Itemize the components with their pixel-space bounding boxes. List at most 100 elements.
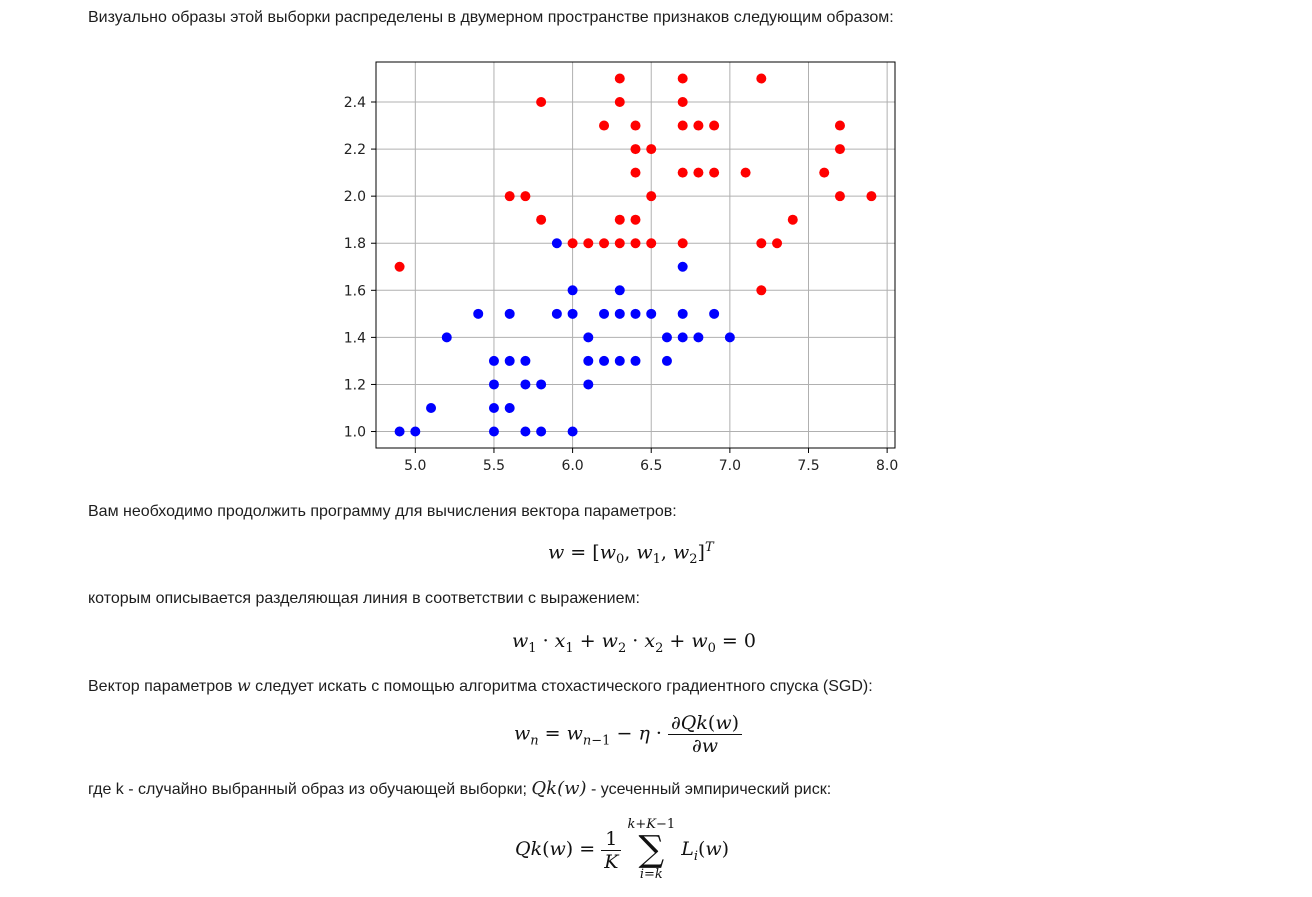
data-point xyxy=(693,167,704,178)
x-tick-label: 7.0 xyxy=(719,458,741,474)
y-tick-label: 2.0 xyxy=(344,189,366,205)
intro-text: Визуально образы этой выборки распределе… xyxy=(88,9,894,26)
data-point xyxy=(536,214,547,225)
data-point xyxy=(756,238,767,249)
data-point xyxy=(536,97,547,108)
data-point xyxy=(677,261,688,272)
data-point xyxy=(630,308,641,319)
data-point xyxy=(834,120,845,131)
data-point xyxy=(677,332,688,343)
data-point xyxy=(614,97,625,108)
grid-lines xyxy=(376,62,895,448)
data-point xyxy=(488,402,499,413)
x-tick-label: 7.5 xyxy=(797,458,819,474)
data-point xyxy=(488,355,499,366)
data-point xyxy=(630,144,641,155)
axis-ticks: 5.0 5.5 6.0 6.5 7.0 7.5 8.0 1.0 1.2 1.4 1.6 1.8 2.0 2… xyxy=(344,95,899,474)
data-points xyxy=(394,73,877,437)
data-point xyxy=(709,120,720,131)
plot-frame xyxy=(375,61,896,449)
data-point xyxy=(520,355,531,366)
data-point xyxy=(536,426,547,437)
data-point xyxy=(504,402,515,413)
data-point xyxy=(646,238,657,249)
y-tick-label: 1.0 xyxy=(344,425,366,441)
y-tick-label: 2.2 xyxy=(344,142,366,158)
data-point xyxy=(756,73,767,84)
data-point xyxy=(630,167,641,178)
data-point xyxy=(834,191,845,202)
data-point xyxy=(677,238,688,249)
y-tick-label: 1.4 xyxy=(344,330,366,346)
data-point xyxy=(614,73,625,84)
y-tick-label: 1.6 xyxy=(344,283,366,299)
y-tick-label: 2.4 xyxy=(344,95,366,111)
data-point xyxy=(583,238,594,249)
data-point xyxy=(599,238,610,249)
data-point xyxy=(614,308,625,319)
data-point xyxy=(394,426,405,437)
data-point xyxy=(567,285,578,296)
data-point xyxy=(504,308,515,319)
data-point xyxy=(567,238,578,249)
data-point xyxy=(677,73,688,84)
data-point xyxy=(504,355,515,366)
data-point xyxy=(599,120,610,131)
data-point xyxy=(614,285,625,296)
data-point xyxy=(567,308,578,319)
data-point xyxy=(488,426,499,437)
data-point xyxy=(630,214,641,225)
data-point xyxy=(819,167,830,178)
data-point xyxy=(646,144,657,155)
data-point xyxy=(661,355,672,366)
data-point xyxy=(614,214,625,225)
data-point xyxy=(551,238,562,249)
data-point xyxy=(551,308,562,319)
data-point xyxy=(394,261,405,272)
y-tick-label: 1.8 xyxy=(344,236,366,252)
data-point xyxy=(583,355,594,366)
scatter-chart: 5.0 5.5 6.0 6.5 7.0 7.5 8.0 1.0 1.2 1.4 1.6 1.8 2.0 2… xyxy=(344,61,899,474)
data-point xyxy=(740,167,751,178)
paragraph-risk: где k - случайно выбранный образ из обуч… xyxy=(88,778,832,799)
data-point xyxy=(410,426,421,437)
data-point xyxy=(536,379,547,390)
data-point xyxy=(614,355,625,366)
equation-w-vector: w = [w0, w1, w2]T xyxy=(548,540,714,568)
data-point xyxy=(630,238,641,249)
data-point xyxy=(866,191,877,202)
data-point xyxy=(772,238,783,249)
y-tick-label: 1.2 xyxy=(344,377,366,393)
data-point xyxy=(520,379,531,390)
data-point xyxy=(473,308,484,319)
data-point xyxy=(599,355,610,366)
paragraph-sgd: Вектор параметров w следует искать с пом… xyxy=(88,676,873,695)
data-point xyxy=(661,332,672,343)
x-tick-label: 6.0 xyxy=(561,458,583,474)
data-point xyxy=(630,355,641,366)
data-point xyxy=(756,285,767,296)
equation-sgd-update: wn = wn−1 − η · ∂Qk(w) ∂w xyxy=(514,712,742,757)
data-point xyxy=(583,379,594,390)
data-point xyxy=(426,402,437,413)
data-point xyxy=(677,97,688,108)
data-point xyxy=(504,191,515,202)
data-point xyxy=(646,308,657,319)
data-point xyxy=(693,120,704,131)
data-point xyxy=(677,120,688,131)
x-tick-label: 8.0 xyxy=(876,458,898,474)
paragraph-line: которым описывается разделяющая линия в … xyxy=(88,590,640,607)
data-point xyxy=(709,308,720,319)
data-point xyxy=(599,308,610,319)
data-point xyxy=(834,144,845,155)
data-point xyxy=(787,214,798,225)
equation-separating-line: w1 · x1 + w2 · x2 + w0 = 0 xyxy=(512,630,756,656)
x-tick-label: 5.5 xyxy=(483,458,505,474)
data-point xyxy=(520,191,531,202)
data-point xyxy=(646,191,657,202)
data-point xyxy=(583,332,594,343)
data-point xyxy=(677,308,688,319)
data-point xyxy=(724,332,735,343)
data-point xyxy=(630,120,641,131)
data-point xyxy=(488,379,499,390)
